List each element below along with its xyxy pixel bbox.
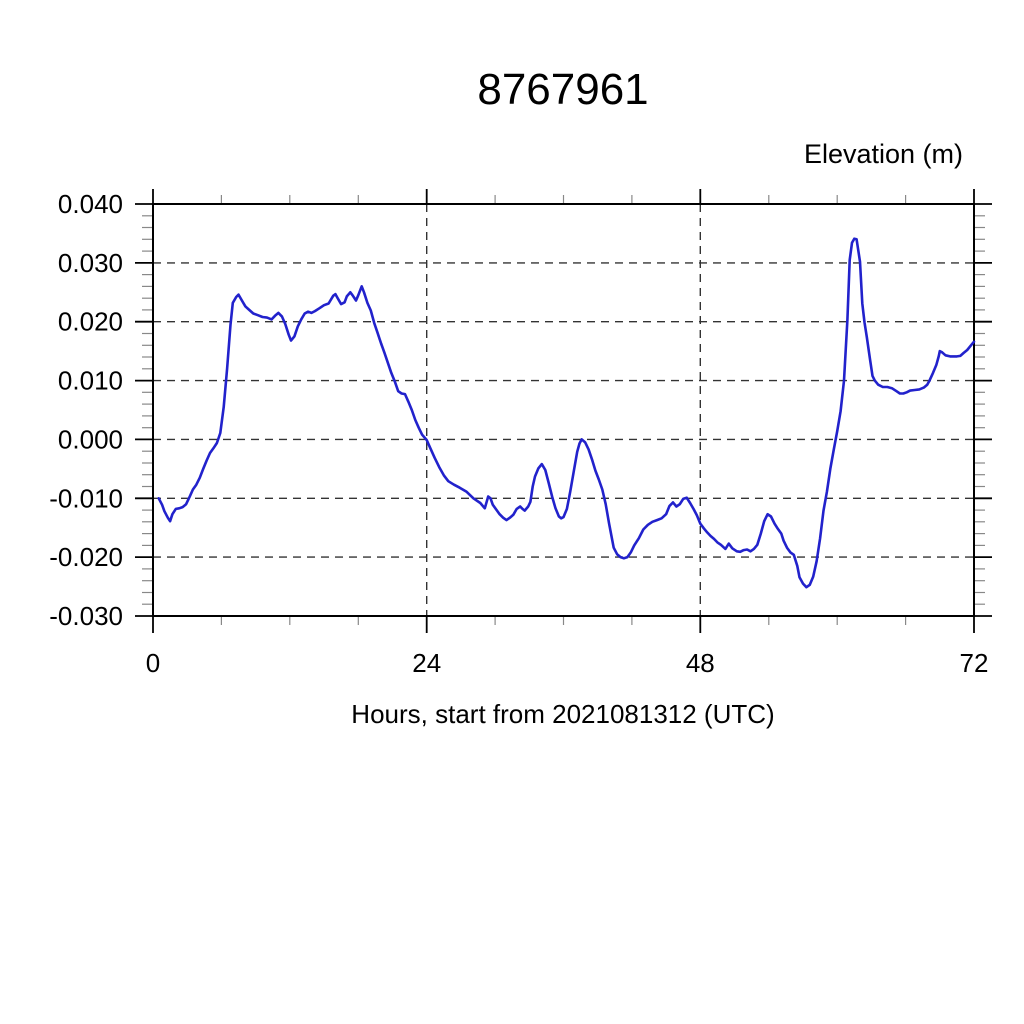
y-tick-label: 0.010 bbox=[58, 366, 123, 396]
y-tick-label: 0.030 bbox=[58, 248, 123, 278]
x-tick-label: 0 bbox=[146, 648, 160, 678]
x-tick-label: 24 bbox=[412, 648, 441, 678]
y-tick-label: 0.000 bbox=[58, 424, 123, 454]
y-tick-label: 0.020 bbox=[58, 307, 123, 337]
x-tick-label: 72 bbox=[960, 648, 989, 678]
y-axis-label: Elevation (m) bbox=[804, 139, 963, 169]
plot-border bbox=[152, 203, 975, 617]
gridlines bbox=[153, 203, 974, 617]
y-tick-label: 0.040 bbox=[58, 189, 123, 219]
plot-frame bbox=[152, 203, 975, 617]
x-tick-label: 48 bbox=[686, 648, 715, 678]
elevation-series bbox=[157, 237, 976, 589]
x-axis-label: Hours, start from 2021081312 (UTC) bbox=[351, 699, 774, 729]
tick-labels: 0.040 0.030 0.020 0.010 0.000 -0.010 -0.020 -0.… bbox=[49, 189, 988, 678]
chart-title: 8767961 bbox=[477, 65, 648, 114]
y-tick-label: -0.010 bbox=[49, 483, 123, 513]
elevation-line bbox=[157, 237, 976, 589]
y-tick-label: -0.030 bbox=[49, 601, 123, 631]
y-tick-label: -0.020 bbox=[49, 542, 123, 572]
axis-ticks bbox=[135, 189, 992, 633]
